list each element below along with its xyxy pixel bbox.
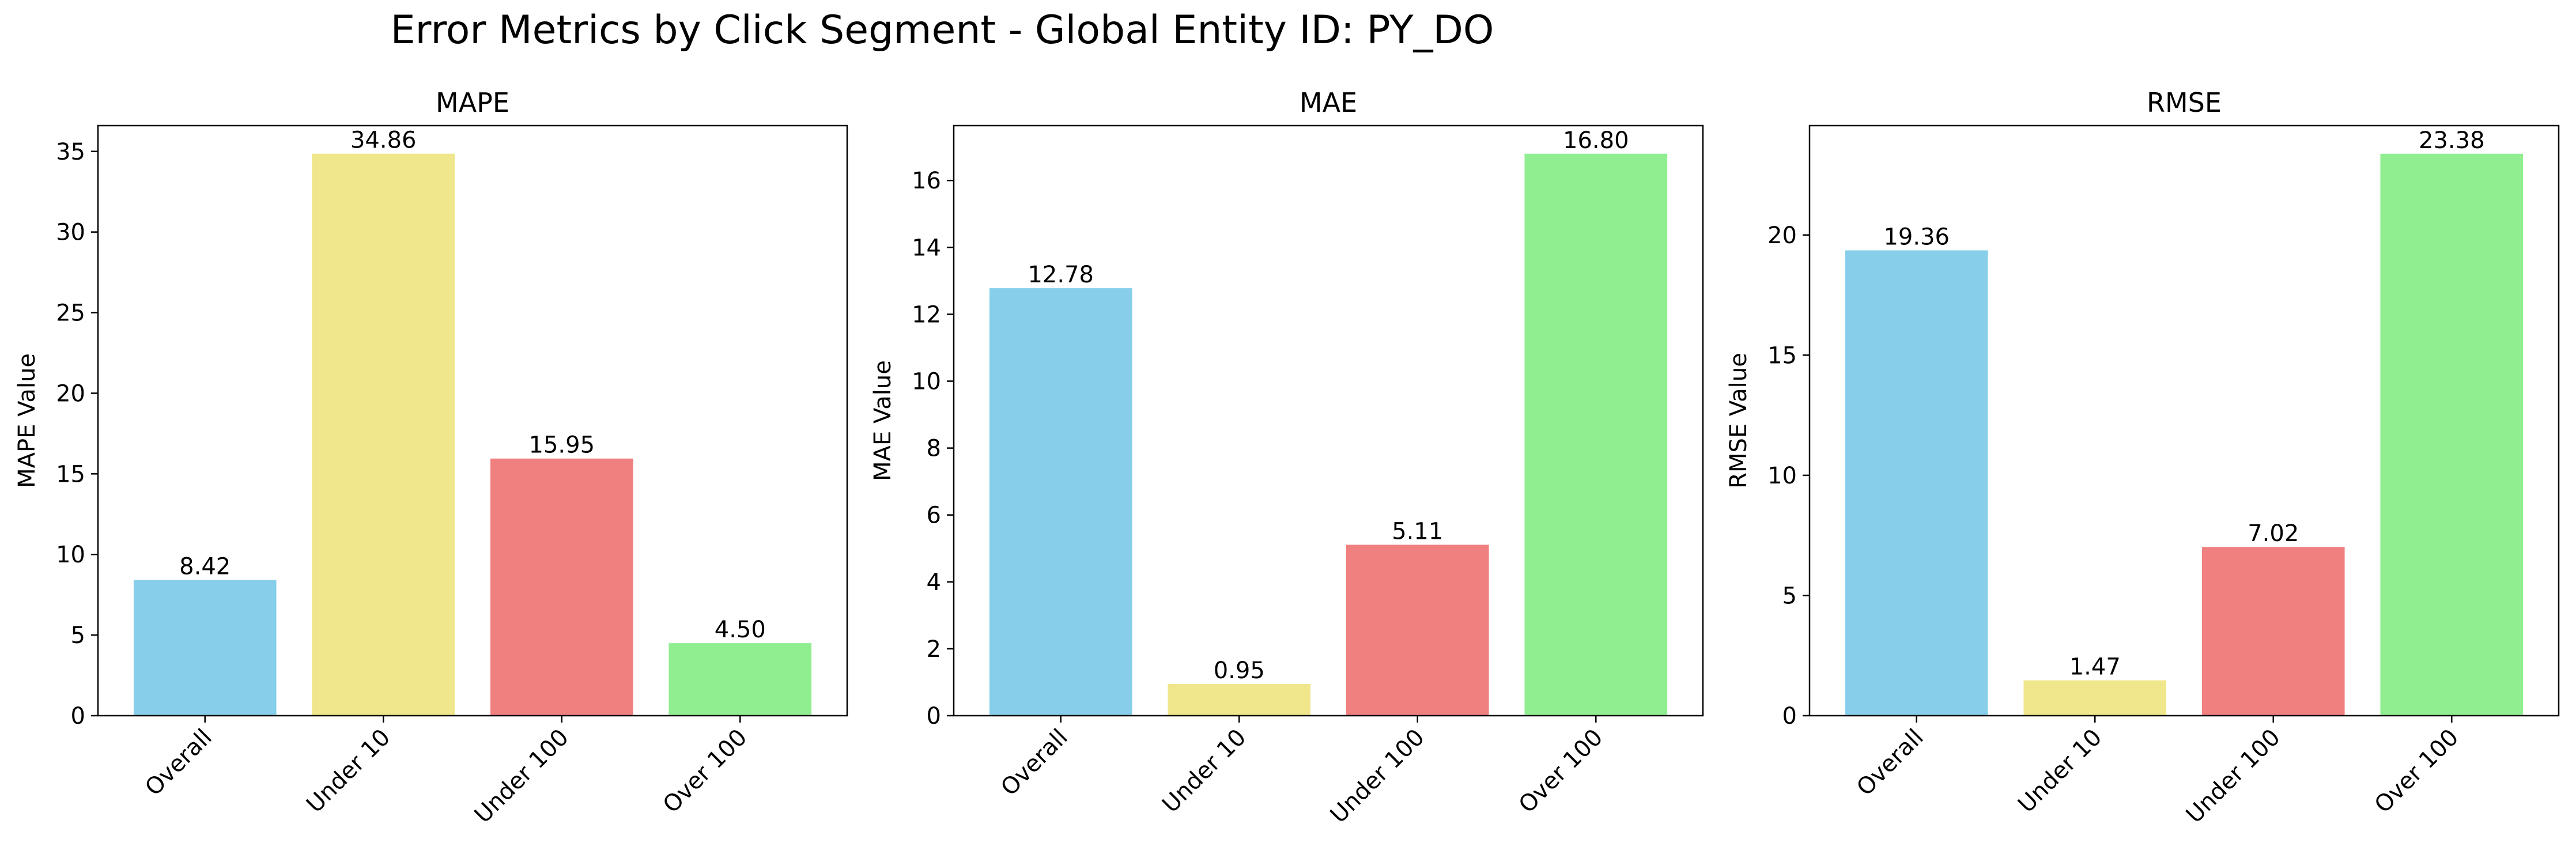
rmse-panel-title: RMSE bbox=[2147, 87, 2222, 118]
mae-bar-under-10 bbox=[1168, 683, 1311, 716]
rmse-ytick-label: 10 bbox=[1767, 463, 1797, 489]
mape-value-label-under-100: 15.95 bbox=[529, 432, 595, 459]
mape-bar-over-100 bbox=[668, 643, 812, 716]
mape-panel-title: MAPE bbox=[436, 87, 509, 118]
mae-value-label-overall: 12.78 bbox=[1028, 262, 1094, 288]
rmse-ytick-label: 0 bbox=[1782, 703, 1797, 730]
mae-ytick-label: 14 bbox=[912, 235, 941, 261]
rmse-bar-under-100 bbox=[2201, 547, 2345, 716]
mae-value-label-under-10: 0.95 bbox=[1214, 657, 1265, 684]
figure-title: Error Metrics by Click Segment - Global … bbox=[391, 7, 1494, 53]
mape-axes-frame bbox=[97, 124, 848, 717]
mape-bar-overall bbox=[133, 580, 277, 716]
mape-ytick-label: 25 bbox=[56, 300, 85, 327]
mape-value-label-under-10: 34.86 bbox=[350, 127, 417, 154]
rmse-ytick-label: 15 bbox=[1767, 342, 1797, 369]
mape-bar-under-100 bbox=[490, 458, 633, 716]
mae-ytick-label: 2 bbox=[927, 636, 941, 663]
mape-bar-under-10 bbox=[312, 153, 455, 716]
rmse-value-label-overall: 19.36 bbox=[1883, 224, 1950, 250]
mae-panel-title: MAE bbox=[1300, 87, 1357, 118]
mape-xtick-label: Under 100 bbox=[470, 724, 574, 829]
rmse-value-label-under-10: 1.47 bbox=[2069, 654, 2121, 681]
mae-value-label-under-100: 5.11 bbox=[1392, 518, 1443, 545]
mae-bar-under-100 bbox=[1346, 545, 1489, 716]
mae-ytick-label: 4 bbox=[927, 569, 941, 596]
mape-ytick-label: 35 bbox=[56, 139, 85, 165]
rmse-axes-frame bbox=[1808, 124, 2560, 717]
mae-bar-overall bbox=[989, 288, 1132, 716]
mae-xtick-label: Over 100 bbox=[1514, 724, 1608, 819]
mae-bar-over-100 bbox=[1524, 153, 1668, 716]
rmse-bar-over-100 bbox=[2380, 153, 2524, 716]
mape-ytick-label: 5 bbox=[71, 622, 85, 649]
rmse-ytick-label: 20 bbox=[1767, 222, 1797, 249]
mae-ytick-label: 12 bbox=[912, 301, 941, 328]
mape-xtick-label: Overall bbox=[140, 724, 217, 802]
mae-axes-frame bbox=[953, 124, 1704, 717]
rmse-xtick-label: Over 100 bbox=[2370, 724, 2464, 819]
mape-xtick-label: Under 10 bbox=[301, 724, 395, 818]
rmse-xtick-label: Overall bbox=[1852, 724, 1929, 802]
mae-ytick-label: 8 bbox=[927, 436, 941, 462]
rmse-xtick-label: Under 10 bbox=[2013, 724, 2107, 818]
mape-ytick-label: 10 bbox=[56, 542, 85, 568]
rmse-bar-overall bbox=[1845, 250, 1988, 716]
mape-ytick-label: 0 bbox=[71, 703, 85, 730]
rmse-value-label-over-100: 23.38 bbox=[2419, 127, 2485, 154]
mape-value-label-overall: 8.42 bbox=[179, 553, 231, 580]
mae-ytick-label: 0 bbox=[927, 703, 941, 730]
panel-mape: 8.42 34.86 15.95 4.50 0 5 10 15 20 25 30 35 Overall U… bbox=[14, 87, 848, 829]
mape-xtick-label: Over 100 bbox=[658, 724, 753, 819]
mae-ytick-label: 6 bbox=[927, 502, 941, 529]
panel-rmse: 19.36 1.47 7.02 23.38 0 5 10 15 20 Overall Under 1… bbox=[1725, 87, 2560, 829]
panel-mae: 12.78 0.95 5.11 16.80 0 2 4 6 8 10 12 14 16 Overall Un… bbox=[870, 87, 1704, 829]
mape-y-axis-label: MAPE Value bbox=[14, 353, 40, 488]
rmse-y-axis-label: RMSE Value bbox=[1725, 353, 1752, 489]
mae-value-label-over-100: 16.80 bbox=[1563, 127, 1629, 154]
rmse-bar-under-10 bbox=[2023, 680, 2167, 716]
mae-ytick-label: 16 bbox=[912, 168, 941, 194]
rmse-value-label-under-100: 7.02 bbox=[2248, 520, 2299, 547]
mae-y-axis-label: MAE Value bbox=[870, 360, 896, 481]
rmse-xtick-label: Under 100 bbox=[2181, 724, 2286, 829]
mape-ytick-label: 15 bbox=[56, 461, 85, 487]
mape-ytick-label: 20 bbox=[56, 380, 85, 407]
mape-value-label-over-100: 4.50 bbox=[715, 617, 766, 643]
mae-xtick-label: Overall bbox=[996, 724, 1073, 802]
mae-xtick-label: Under 100 bbox=[1325, 724, 1430, 829]
mae-ytick-label: 10 bbox=[912, 369, 941, 395]
mae-xtick-label: Under 10 bbox=[1157, 724, 1251, 818]
mape-ytick-label: 30 bbox=[56, 220, 85, 246]
rmse-ytick-label: 5 bbox=[1782, 583, 1797, 609]
